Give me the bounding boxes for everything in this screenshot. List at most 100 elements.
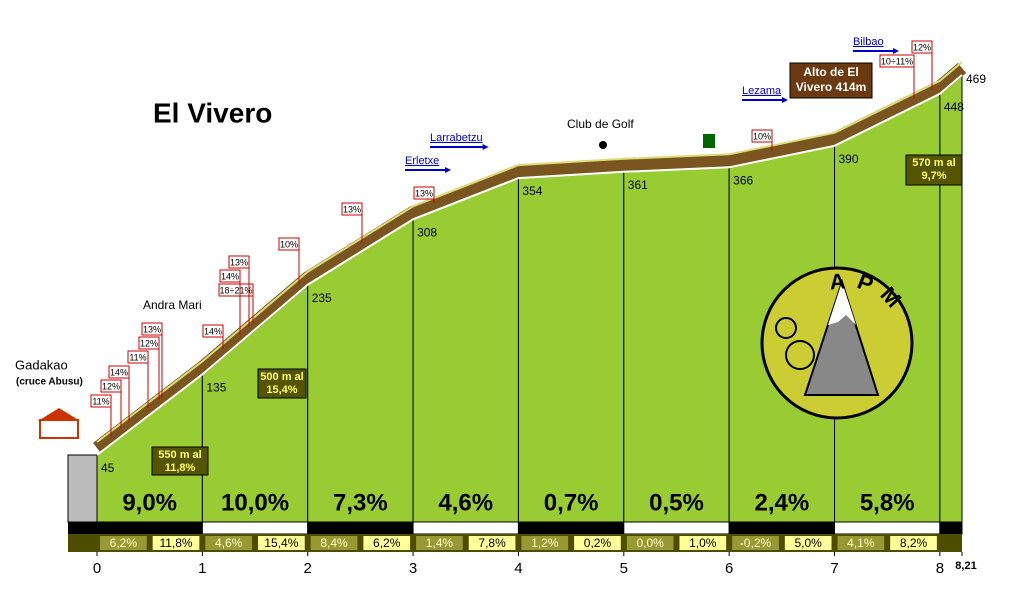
altitude-label: 448 (944, 100, 964, 114)
ramp-flag (218, 283, 254, 297)
half-grade-label: 0,2% (584, 536, 612, 550)
arrow-head (893, 48, 899, 54)
half-grade-box (205, 536, 253, 550)
half-grade-label: 0,0% (636, 536, 664, 550)
km-strip (834, 521, 941, 535)
km-strip (96, 521, 203, 535)
x-tick-label: 8,21 (955, 560, 976, 572)
ramp-label: 13% (230, 257, 248, 267)
altitude-label: 361 (628, 178, 648, 192)
half-grade-box (468, 536, 516, 550)
profile-line (96, 74, 963, 456)
ramp-label: 13% (343, 204, 361, 214)
place-label: Club de Golf (567, 117, 634, 131)
half-grade-box (732, 536, 779, 550)
ramp-label: 13% (143, 324, 161, 334)
ramp-flag (202, 324, 224, 338)
half-grade-label: 7,8% (478, 536, 506, 550)
altitude-label: 354 (522, 184, 542, 198)
tree-icon (703, 134, 715, 148)
half-grade-label: 8,4% (320, 536, 348, 550)
segment-grade: 7,3% (333, 489, 388, 516)
ramp-flag (219, 269, 241, 283)
callout-box (151, 446, 209, 476)
half-grade-box (521, 536, 569, 550)
segment-grade: 0,7% (544, 489, 599, 516)
callout-text: 9,7% (921, 170, 946, 182)
km-strip (201, 521, 309, 535)
callout-text: 500 m al (260, 371, 303, 383)
half-grade-box (574, 536, 621, 550)
ramp-label: 12% (913, 42, 931, 52)
km-segment (623, 166, 730, 523)
ramp-flag (100, 379, 122, 393)
ramp-label: 14% (221, 271, 239, 281)
front-strip (68, 522, 97, 534)
half-grade-box (363, 536, 411, 550)
altitude-label: 45 (101, 461, 115, 475)
x-tick-label: 1 (198, 560, 206, 577)
segment-grade: 4,6% (438, 489, 493, 516)
ramp-label: 12% (140, 338, 158, 348)
golfer-icon (599, 141, 607, 149)
ramp-label: 10÷11% (881, 56, 913, 66)
x-tick-label: 3 (409, 560, 417, 577)
ramp-flag (127, 350, 149, 364)
ramp-flag (138, 336, 160, 350)
km-strip (517, 521, 625, 535)
ramp-flag (413, 186, 435, 200)
arrow-head (482, 144, 489, 150)
callout-box (257, 368, 307, 399)
half-grade-box (310, 536, 358, 550)
direction-label: Larrabetzu (430, 132, 483, 144)
ramp-label: 11% (129, 352, 146, 362)
ramp-label: 18÷21% (220, 285, 253, 295)
half-grade-label: 11,8% (159, 536, 192, 550)
x-tick-label: 8 (936, 560, 944, 577)
half-grade-label: 1,2% (531, 536, 559, 550)
half-grade-label: 1,0% (689, 536, 717, 550)
summit-box (789, 62, 873, 99)
place-label: Gadakao (15, 357, 68, 372)
ramp-label: 10% (753, 131, 771, 141)
km-strip (307, 521, 414, 535)
callout-text: 570 m al (912, 157, 955, 169)
km-strip (623, 521, 730, 535)
ramp-flag (879, 54, 915, 68)
km-segment (517, 171, 625, 523)
place-label: (cruce Abusu) (16, 377, 83, 388)
ramp-flag (108, 365, 130, 379)
x-tick-label: 4 (514, 560, 522, 577)
altitude-label: 135 (206, 381, 226, 395)
direction-label: Bilbao (853, 36, 884, 48)
segment-grade: 0,5% (649, 489, 704, 516)
ramp-label: 14% (110, 367, 128, 377)
road-edge (96, 61, 963, 443)
half-grade-box (837, 536, 885, 550)
logo: APM (760, 266, 914, 420)
segment-grade: 9,0% (122, 489, 177, 516)
altitude-label: 390 (839, 152, 859, 166)
half-grade-box (258, 536, 305, 550)
segment-grade: 5,8% (860, 489, 915, 516)
summit-text: Vivero 414m (796, 80, 867, 94)
x-tick-label: 2 (304, 560, 312, 577)
chart-title: El Vivero (153, 97, 272, 128)
ramp-flag (751, 129, 773, 143)
ramp-flag (141, 322, 163, 336)
callout-text: 11,8% (165, 462, 196, 474)
half-grade-box (100, 536, 147, 550)
direction-label: Lezama (742, 85, 782, 97)
altitude-label: 366 (733, 173, 753, 187)
altitude-label: 235 (312, 291, 332, 305)
half-grade-label: 6,2% (110, 536, 138, 550)
half-grade-label: 6,2% (373, 536, 401, 550)
ramp-flag (278, 237, 300, 251)
altitude-label: 308 (417, 225, 437, 239)
km-segment (939, 73, 963, 523)
ramp-label: 13% (415, 188, 433, 198)
ramp-label: 11% (92, 396, 109, 406)
segment-grade: 10,0% (221, 489, 289, 516)
half-grade-label: 15,4% (264, 536, 298, 550)
